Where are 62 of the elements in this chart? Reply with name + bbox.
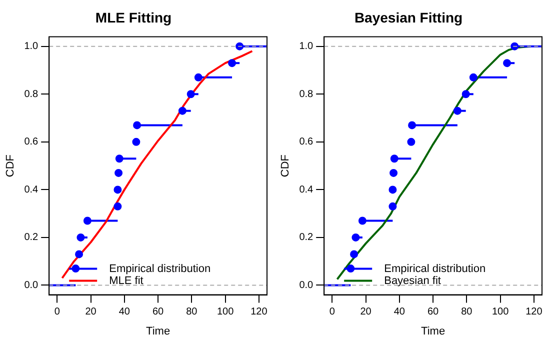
point — [469, 73, 478, 82]
x-tick-label: 40 — [118, 306, 130, 318]
point — [453, 106, 462, 115]
point — [132, 138, 140, 146]
y-tick-label: 0.6 — [24, 136, 39, 148]
point — [462, 90, 470, 98]
point — [114, 168, 123, 177]
legend-label: Bayesian fit — [384, 274, 441, 287]
point — [388, 202, 397, 210]
point — [388, 186, 397, 194]
y-tick-label: 0.6 — [299, 136, 314, 148]
point — [407, 138, 416, 146]
point — [503, 59, 512, 68]
x-tick-label: 0 — [54, 306, 60, 318]
x-tick-label: 80 — [186, 306, 198, 318]
x-axis-title: Time — [146, 325, 170, 338]
point — [194, 73, 202, 82]
point — [114, 186, 122, 194]
point — [228, 59, 236, 68]
x-tick-label: 40 — [394, 306, 406, 318]
point — [76, 233, 85, 242]
x-tick-label: 100 — [492, 306, 510, 318]
legend-label: Empirical distribution — [384, 262, 486, 275]
y-tick-label: 0.0 — [24, 280, 39, 291]
point — [358, 216, 366, 225]
point — [178, 106, 186, 115]
x-tick-label: 120 — [526, 306, 543, 318]
point — [114, 202, 122, 210]
point — [408, 121, 416, 130]
y-tick-label: 1.0 — [24, 41, 39, 52]
point — [350, 250, 358, 258]
chart-title: MLE Fitting — [95, 9, 172, 26]
x-tick-label: 60 — [152, 306, 164, 318]
x-tick-label: 20 — [360, 306, 372, 318]
y-tick-label: 0.4 — [299, 184, 314, 196]
point — [390, 168, 398, 177]
y-tick-label: 0.8 — [299, 88, 314, 100]
chart-title: Bayesian Fitting — [354, 9, 463, 26]
y-axis-title: CDF — [280, 154, 292, 178]
x-tick-label: 120 — [250, 306, 268, 318]
y-tick-label: 0.8 — [24, 88, 39, 100]
point — [75, 250, 84, 258]
legend-label: MLE fit — [109, 274, 144, 287]
y-axis-title: CDF — [4, 154, 17, 178]
x-tick-label: 20 — [85, 306, 97, 318]
y-tick-label: 0.4 — [24, 184, 39, 196]
x-tick-label: 80 — [461, 306, 473, 318]
point — [390, 154, 398, 163]
y-tick-label: 0.0 — [299, 280, 314, 291]
x-axis-title: Time — [421, 325, 446, 338]
x-tick-label: 60 — [427, 306, 440, 318]
point — [83, 216, 92, 225]
x-tick-label: 0 — [329, 306, 336, 318]
point — [352, 233, 360, 242]
y-tick-label: 0.2 — [299, 232, 314, 244]
point — [133, 121, 142, 130]
point — [115, 154, 124, 163]
point — [186, 90, 195, 98]
legend-label: Empirical distribution — [109, 262, 211, 275]
y-tick-label: 0.2 — [24, 232, 39, 244]
y-tick-label: 1.0 — [299, 41, 314, 52]
x-tick-label: 100 — [216, 306, 234, 318]
